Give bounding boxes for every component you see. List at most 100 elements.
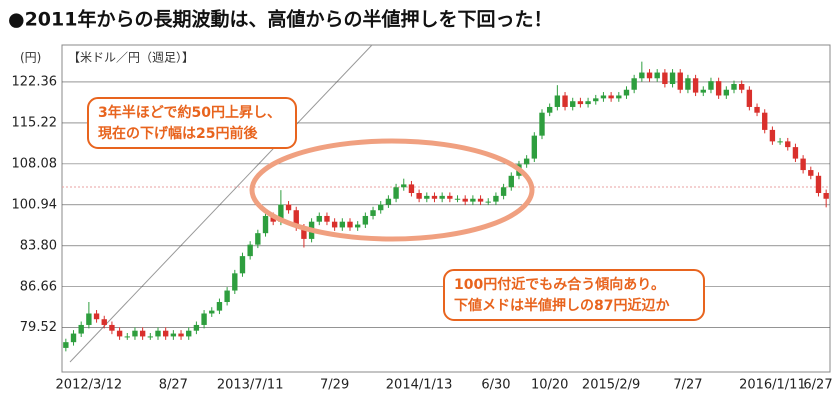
candle-body — [746, 89, 753, 107]
y-tick-label: 108.08 — [12, 156, 58, 171]
candle-body — [639, 72, 645, 79]
candle-body — [270, 215, 276, 222]
x-tick-label: 10/20 — [531, 378, 568, 393]
candle-body — [232, 273, 238, 291]
x-tick-label: 2013/7/11 — [217, 378, 284, 393]
candle-body — [162, 330, 169, 337]
candle-body — [124, 336, 130, 338]
candle-body — [554, 95, 561, 107]
candle-body — [293, 210, 299, 228]
candle-body — [393, 187, 399, 199]
candle-body — [431, 195, 438, 199]
y-tick-label: 79.52 — [20, 320, 57, 335]
candle-body — [201, 313, 207, 325]
annotation: 現在の下げ幅は25円前後 — [98, 125, 258, 142]
candle-body — [378, 204, 384, 211]
candle-body — [424, 195, 430, 199]
candle-body — [823, 193, 829, 199]
annotation-box — [87, 97, 297, 149]
candle-body — [608, 95, 614, 99]
candle-body — [454, 198, 461, 200]
candle-body — [700, 89, 706, 93]
x-tick-label: 7/27 — [673, 378, 702, 393]
subtitle: 【米ドル／円（週足）】 — [68, 51, 194, 65]
annotation-box — [443, 269, 705, 321]
candle-body — [193, 324, 200, 331]
annotation: 100円付近でもみ合う傾向あり。 — [454, 276, 665, 293]
x-tick-label: 2015/2/9 — [582, 378, 640, 393]
candle-body — [616, 95, 622, 99]
candle-body — [354, 224, 361, 228]
candle-body — [715, 81, 722, 96]
candle-body — [147, 336, 154, 338]
trend-line — [69, 44, 373, 363]
candle-body — [155, 330, 161, 337]
candle-body — [570, 101, 576, 107]
plot-frame — [61, 44, 831, 373]
x-tick-label: 6/27 — [803, 378, 832, 393]
candle-body — [170, 333, 177, 337]
candle-body — [316, 215, 322, 222]
x-tick-label: 8/27 — [159, 378, 188, 393]
candle-body — [585, 101, 591, 105]
candle-body — [408, 184, 415, 194]
candle-body — [485, 201, 491, 203]
x-tick-label: 2012/3/12 — [56, 378, 123, 393]
candle-body — [86, 313, 92, 325]
candle-body — [600, 95, 607, 99]
candle-body — [278, 204, 284, 222]
candle-body — [132, 330, 138, 337]
candle-body — [523, 158, 530, 165]
candle-body — [462, 198, 468, 202]
chart-title: ●2011年からの長期波動は、高値からの半値押しを下回った！ — [8, 8, 552, 31]
y-tick-label: 100.94 — [12, 197, 58, 212]
candle-body — [685, 78, 691, 90]
candle-body — [470, 198, 476, 202]
candle-body — [738, 84, 745, 90]
candle-body — [808, 170, 814, 176]
candle-body — [63, 342, 69, 348]
candle-body — [209, 310, 215, 314]
candle-body — [339, 221, 346, 228]
candle-body — [186, 330, 192, 337]
candle-body — [777, 141, 783, 143]
candle-body — [347, 221, 353, 228]
candle-body — [493, 195, 499, 202]
unit-label: (円) — [20, 51, 41, 65]
candle-body — [800, 158, 806, 171]
candle-body — [301, 227, 307, 239]
candle-body — [139, 330, 146, 337]
x-tick-label: 2014/1/13 — [386, 378, 453, 393]
candle-body — [255, 233, 261, 245]
x-tick-label: 2016/1/11 — [739, 378, 806, 393]
y-tick-label: 115.22 — [12, 115, 58, 130]
y-tick-label: 83.80 — [20, 238, 57, 253]
y-tick-label: 86.66 — [20, 279, 57, 294]
candle-body — [754, 106, 760, 113]
candle-body — [416, 193, 422, 199]
candle-body — [539, 112, 545, 136]
candle-body — [785, 141, 791, 148]
candle-body — [769, 129, 776, 142]
annotation: 3年半ほどで約50円上昇し、 — [98, 104, 281, 121]
candle-body — [477, 198, 484, 202]
candle-body — [93, 313, 100, 320]
candle-body — [593, 98, 599, 102]
candle-body — [216, 302, 223, 311]
candle-body — [101, 319, 107, 325]
candle-body — [447, 195, 453, 199]
candle-body — [792, 147, 799, 159]
candle-body — [562, 95, 568, 107]
y-tick-label: 122.36 — [12, 74, 58, 89]
candle-body — [546, 106, 553, 113]
candle-body — [370, 210, 376, 216]
candle-body — [500, 187, 507, 196]
candle-body — [239, 256, 246, 274]
candle-body — [331, 221, 338, 228]
candle-body — [178, 333, 184, 337]
candle-body — [577, 101, 584, 105]
candle-body — [692, 78, 699, 93]
candle-body — [116, 330, 123, 337]
candle-body — [247, 244, 253, 257]
